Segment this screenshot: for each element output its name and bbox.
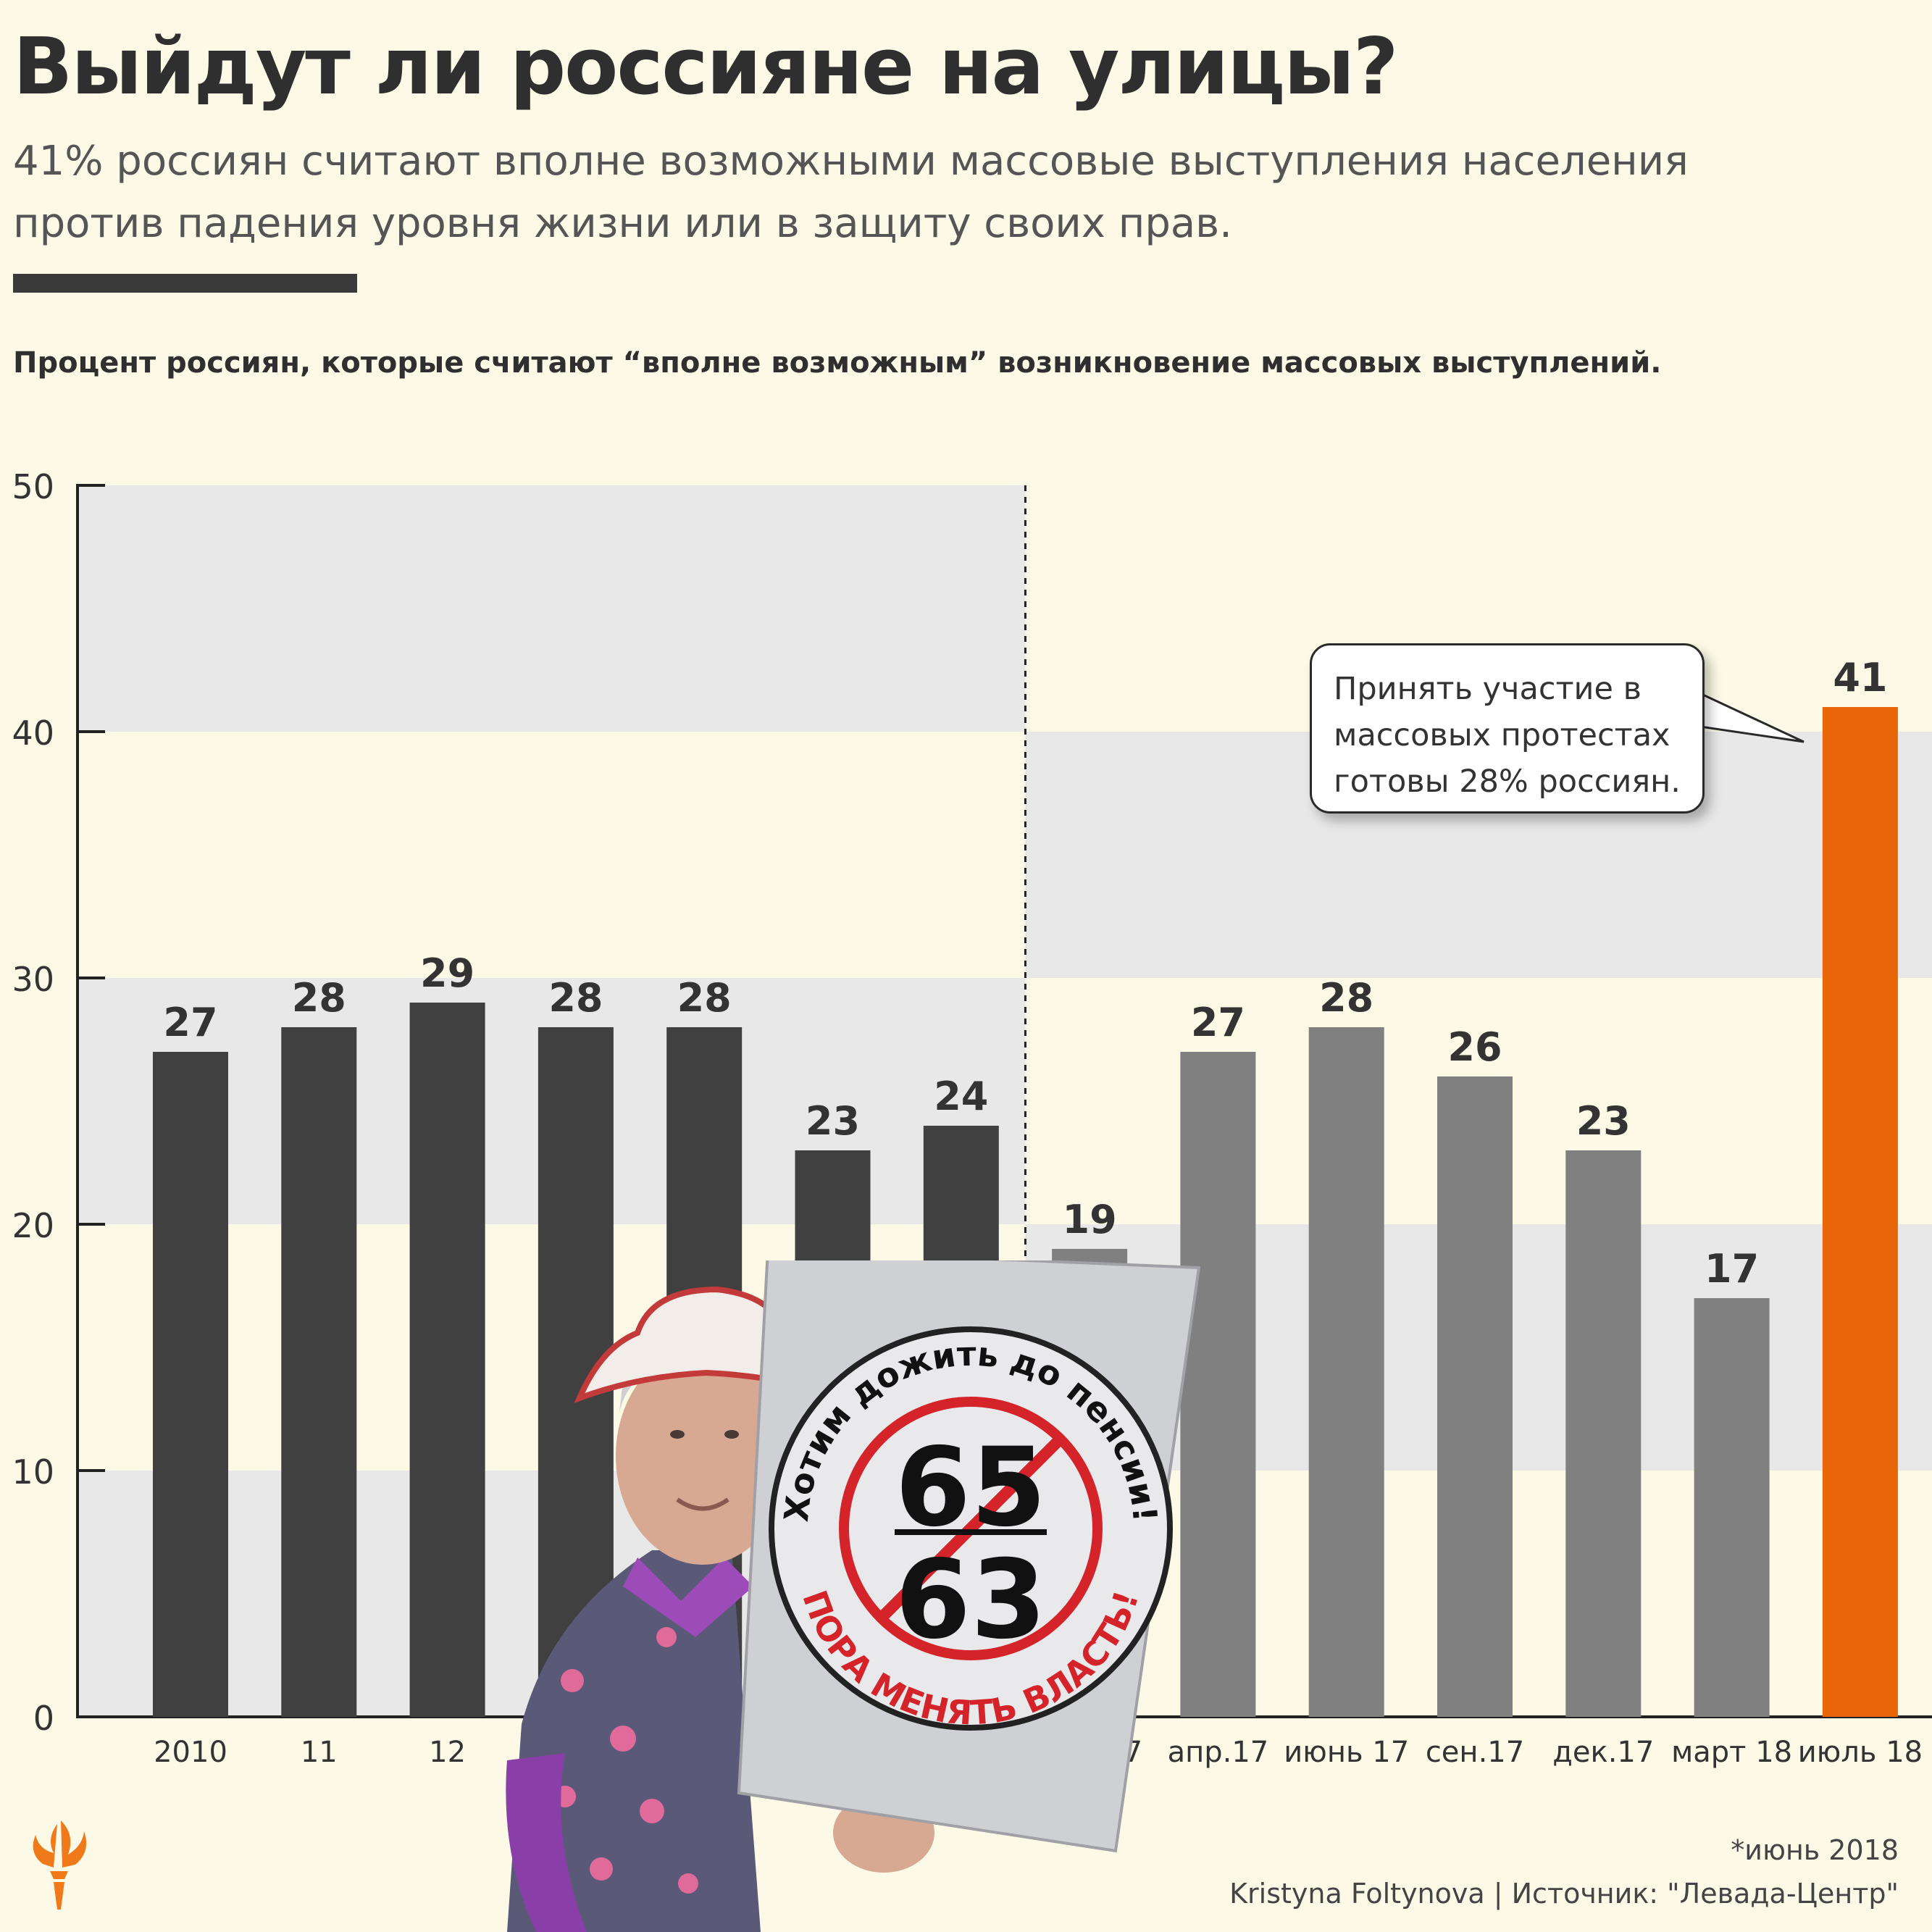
data-label: 17 (1705, 1246, 1759, 1292)
data-label: 26 (1447, 1024, 1502, 1070)
x-tick-label: 12 (429, 1736, 466, 1769)
purple-sleeve (506, 1753, 587, 1932)
y-tick-label: 10 (12, 1452, 54, 1492)
data-label: 28 (677, 975, 732, 1021)
callout-bubble: Принять участие в массовых протестах гот… (1310, 643, 1705, 814)
data-label: 23 (806, 1098, 860, 1144)
y-tick-label: 0 (33, 1699, 54, 1738)
x-tick-label: 2010 (154, 1736, 227, 1769)
x-tick-label: дек.17 (1552, 1736, 1654, 1769)
subtitle-line-2: против падения уровня жизни или в защиту… (13, 200, 1232, 247)
bar (1437, 1076, 1513, 1717)
y-tick-label: 50 (12, 467, 54, 506)
rferl-torch-icon (33, 1820, 87, 1910)
protester-photo: 65 63 Хотим дожить до пенсии! ПОРА МЕНЯТ… (506, 1260, 1201, 1932)
x-tick-label: апр.17 (1168, 1736, 1269, 1769)
bar (1822, 707, 1898, 1717)
bar (409, 1003, 485, 1717)
x-tick-label: март 18 (1671, 1736, 1792, 1769)
sign-number-bottom: 63 (895, 1537, 1047, 1663)
data-label: 28 (548, 975, 603, 1021)
y-tick-label: 20 (12, 1206, 54, 1245)
data-label: 27 (163, 1000, 217, 1045)
callout-pointer (1695, 690, 1805, 743)
y-tick-label: 30 (12, 960, 54, 999)
data-label: 29 (420, 950, 474, 996)
data-label: 27 (1191, 1000, 1245, 1045)
bar (1308, 1027, 1384, 1717)
data-label: 41 (1833, 655, 1887, 701)
footnote: *июнь 2018 (1731, 1834, 1899, 1866)
subtitle-line-1: 41% россиян считают вполне возможными ма… (13, 138, 1689, 185)
bar (281, 1027, 357, 1717)
x-tick-label: сен.17 (1426, 1736, 1524, 1769)
protester-face (616, 1347, 790, 1565)
title-divider (13, 274, 357, 293)
data-label: 19 (1063, 1197, 1117, 1242)
chart-heading: Процент россиян, которые считают “вполне… (13, 346, 1662, 380)
data-label: 28 (1319, 975, 1373, 1021)
band-left (78, 485, 1026, 732)
x-tick-label: июль 18 (1798, 1736, 1923, 1769)
bar (153, 1052, 228, 1717)
source-credit: Kristyna Foltynova | Источник: "Левада-Ц… (1229, 1878, 1899, 1910)
page-title: Выйдут ли россияне на улицы? (13, 22, 1399, 112)
callout-line-3: готовы 28% россиян. (1334, 764, 1681, 800)
bar (1180, 1052, 1256, 1717)
bar (1565, 1150, 1642, 1717)
data-label: 24 (934, 1074, 988, 1119)
data-label: 28 (292, 975, 346, 1021)
callout-line-1: Принять участие в (1334, 671, 1642, 707)
x-tick-label: июнь 17 (1284, 1736, 1409, 1769)
x-tick-label: 11 (301, 1736, 338, 1769)
page-subtitle: 41% россиян считают вполне возможными ма… (13, 130, 1824, 255)
bar (1694, 1298, 1770, 1717)
y-tick-label: 40 (12, 714, 54, 753)
purple-collar (623, 1557, 753, 1637)
data-label: 23 (1576, 1098, 1631, 1144)
callout-line-2: массовых протестах (1334, 717, 1670, 753)
